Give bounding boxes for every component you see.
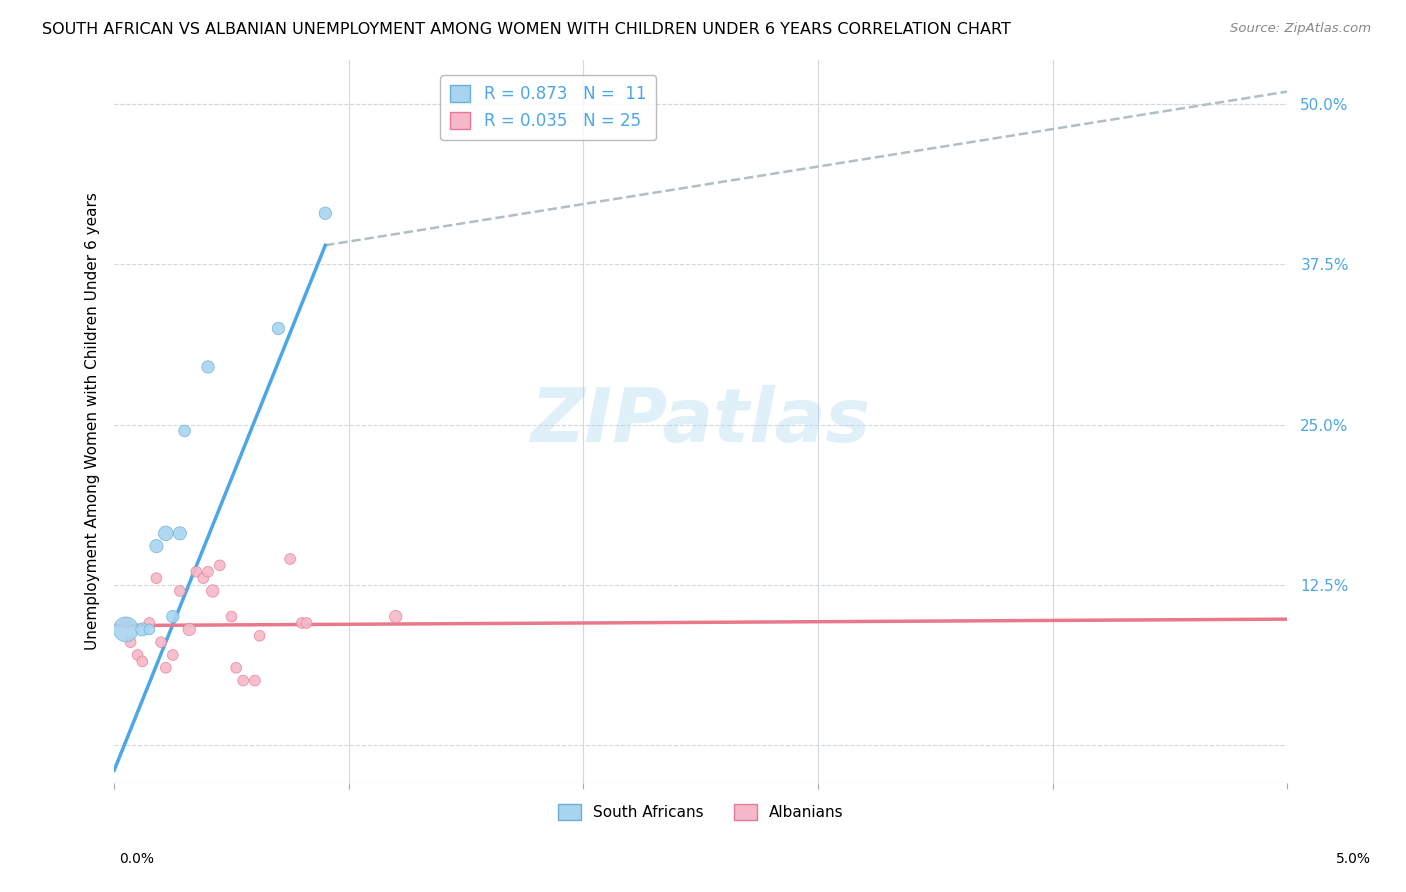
Point (120, 635, 142, 649)
Legend: South Africans, Albanians: South Africans, Albanians (551, 797, 849, 826)
Point (197, 565, 219, 579)
Point (127, 648, 149, 662)
Point (169, 526, 191, 541)
Point (155, 661, 177, 675)
Point (150, 635, 173, 649)
Text: ZIPatlas: ZIPatlas (530, 384, 870, 458)
Text: 5.0%: 5.0% (1336, 852, 1371, 866)
Point (138, 623, 160, 637)
Point (197, 359, 219, 374)
Point (131, 654, 153, 668)
Point (131, 623, 153, 637)
Y-axis label: Unemployment Among Women with Children Under 6 years: Unemployment Among Women with Children U… (86, 193, 100, 650)
Point (384, 609, 406, 624)
Point (295, 615, 318, 630)
Point (243, 673, 266, 688)
Point (267, 321, 290, 335)
Point (115, 623, 138, 637)
Point (193, 571, 215, 585)
Point (138, 615, 160, 630)
Point (162, 609, 184, 624)
Point (169, 584, 191, 599)
Point (162, 648, 184, 662)
Point (201, 584, 224, 599)
Point (291, 615, 314, 630)
Point (173, 424, 195, 438)
Point (314, 206, 336, 220)
Point (145, 539, 167, 553)
Point (221, 609, 243, 624)
Point (249, 629, 271, 643)
Point (115, 615, 138, 630)
Text: SOUTH AFRICAN VS ALBANIAN UNEMPLOYMENT AMONG WOMEN WITH CHILDREN UNDER 6 YEARS C: SOUTH AFRICAN VS ALBANIAN UNEMPLOYMENT A… (42, 22, 1011, 37)
Point (208, 558, 231, 573)
Text: Source: ZipAtlas.com: Source: ZipAtlas.com (1230, 22, 1371, 36)
Point (278, 552, 301, 566)
Text: 0.0%: 0.0% (120, 852, 155, 866)
Point (232, 673, 254, 688)
Point (155, 526, 177, 541)
Point (179, 623, 201, 637)
Point (145, 571, 167, 585)
Point (186, 565, 208, 579)
Point (225, 661, 247, 675)
